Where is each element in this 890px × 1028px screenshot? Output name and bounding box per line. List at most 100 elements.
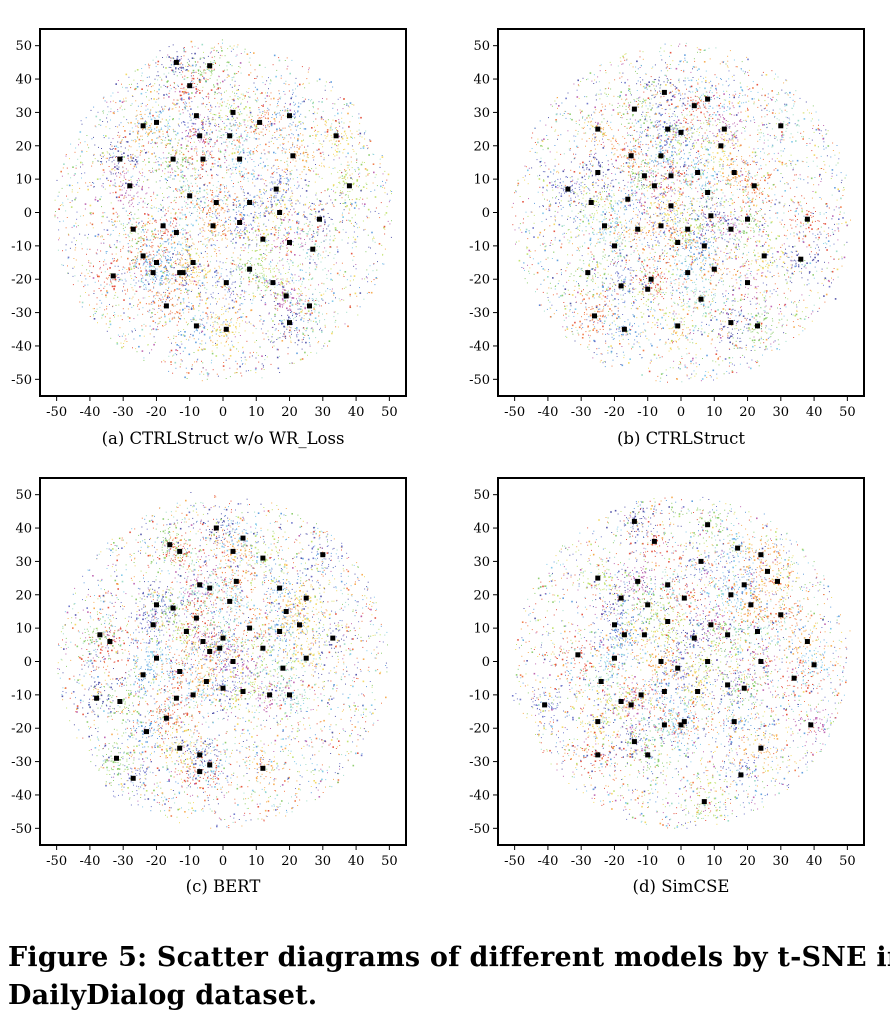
- scatter-point: [222, 39, 223, 40]
- scatter-point: [184, 124, 185, 125]
- scatter-point: [267, 118, 269, 120]
- scatter-point: [181, 290, 182, 291]
- scatter-point: [172, 103, 173, 104]
- scatter-point: [275, 330, 276, 331]
- scatter-point: [325, 327, 326, 328]
- scatter-point: [199, 280, 200, 281]
- scatter-point: [151, 304, 152, 305]
- scatter-point: [151, 349, 152, 350]
- scatter-point: [207, 185, 208, 186]
- scatter-point: [189, 137, 190, 138]
- scatter-point: [226, 106, 227, 107]
- scatter-point: [223, 313, 224, 314]
- scatter-point: [156, 127, 157, 128]
- scatter-point: [187, 267, 188, 268]
- scatter-point: [222, 324, 223, 325]
- scatter-point: [273, 269, 274, 270]
- scatter-point: [294, 330, 295, 331]
- scatter-point: [265, 127, 266, 128]
- scatter-point: [190, 215, 191, 216]
- scatter-point: [172, 179, 173, 180]
- scatter-point: [388, 221, 389, 222]
- scatter-point: [217, 80, 218, 81]
- scatter-point: [220, 189, 221, 190]
- scatter-point: [226, 269, 227, 270]
- scatter-point: [375, 242, 376, 243]
- scatter-point: [269, 96, 270, 97]
- scatter-point: [200, 114, 201, 115]
- scatter-point: [193, 134, 194, 135]
- scatter-point: [219, 126, 220, 127]
- scatter-point: [162, 275, 164, 277]
- scatter-point: [182, 77, 183, 78]
- scatter-point: [220, 103, 221, 104]
- scatter-point: [246, 169, 247, 170]
- scatter-point: [314, 307, 315, 308]
- scatter-point: [315, 174, 317, 176]
- scatter-point: [153, 60, 154, 61]
- scatter-point: [273, 292, 274, 293]
- scatter-point: [342, 222, 343, 223]
- scatter-point: [162, 57, 163, 58]
- scatter-point: [292, 304, 293, 305]
- scatter-point: [215, 282, 216, 283]
- scatter-point: [148, 218, 149, 219]
- scatter-point: [109, 160, 110, 161]
- scatter-point: [107, 313, 108, 314]
- scatter-point: [151, 208, 152, 209]
- scatter-point: [111, 174, 112, 175]
- scatter-point: [265, 114, 266, 115]
- scatter-point: [165, 251, 166, 252]
- scatter-point: [208, 230, 209, 231]
- scatter-point: [200, 218, 201, 219]
- scatter-point: [319, 226, 320, 227]
- scatter-point: [175, 188, 177, 190]
- scatter-point: [200, 272, 201, 273]
- scatter-point: [315, 216, 316, 217]
- scatter-point: [366, 176, 367, 177]
- scatter-point: [276, 279, 277, 280]
- scatter-point: [263, 224, 264, 225]
- scatter-point: [186, 277, 187, 278]
- scatter-point: [349, 199, 350, 200]
- scatter-point: [110, 318, 111, 319]
- scatter-point: [355, 202, 357, 204]
- scatter-point: [184, 318, 185, 319]
- scatter-point: [229, 291, 230, 292]
- scatter-point: [202, 154, 203, 155]
- scatter-point: [271, 212, 272, 213]
- scatter-point: [318, 131, 319, 132]
- scatter-point: [230, 84, 231, 85]
- scatter-point: [309, 239, 310, 240]
- scatter-point: [166, 76, 167, 77]
- scatter-point: [103, 239, 104, 240]
- scatter-point: [332, 137, 333, 138]
- scatter-point: [132, 287, 133, 288]
- scatter-point: [229, 128, 231, 130]
- scatter-point: [226, 309, 227, 310]
- scatter-point: [58, 229, 59, 230]
- scatter-point: [244, 51, 245, 52]
- scatter-point: [251, 159, 252, 160]
- scatter-point: [290, 204, 291, 205]
- scatter-point: [199, 213, 200, 214]
- scatter-point: [274, 123, 276, 125]
- scatter-point: [261, 328, 262, 329]
- scatter-point: [91, 166, 92, 167]
- scatter-point: [285, 128, 286, 129]
- scatter-point: [152, 245, 153, 246]
- scatter-point: [288, 184, 289, 185]
- scatter-point: [253, 151, 255, 153]
- scatter-point: [196, 263, 198, 265]
- scatter-point: [151, 200, 152, 201]
- scatter-point: [183, 302, 184, 303]
- scatter-point: [180, 265, 181, 266]
- scatter-point: [158, 234, 159, 235]
- scatter-point: [199, 188, 201, 190]
- scatter-point: [231, 322, 232, 323]
- scatter-point: [246, 139, 247, 140]
- scatter-point: [100, 236, 101, 237]
- scatter-point: [208, 93, 209, 94]
- scatter-point: [262, 179, 263, 180]
- scatter-point: [310, 255, 311, 256]
